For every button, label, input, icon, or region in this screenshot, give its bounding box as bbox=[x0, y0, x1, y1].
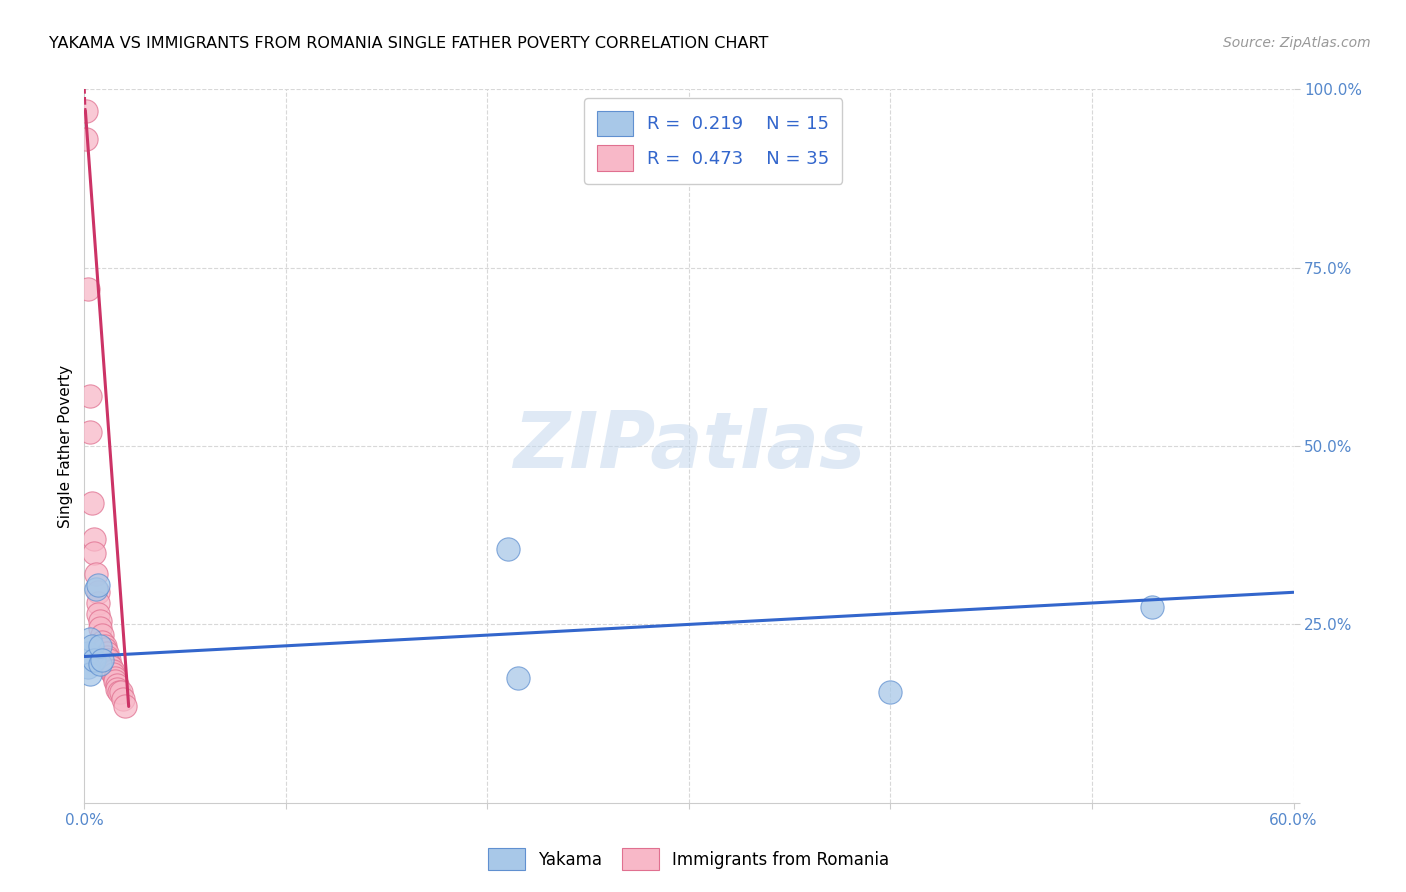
Point bbox=[93, 642, 115, 657]
Point bbox=[111, 692, 134, 706]
Point bbox=[1142, 599, 1164, 614]
Point bbox=[83, 532, 105, 546]
Point bbox=[496, 542, 519, 557]
Point bbox=[91, 653, 114, 667]
Point bbox=[86, 582, 108, 596]
Point bbox=[75, 132, 97, 146]
Point bbox=[89, 614, 111, 628]
Point bbox=[79, 632, 101, 646]
Point bbox=[87, 607, 110, 621]
Point bbox=[105, 678, 128, 692]
Point bbox=[77, 660, 100, 674]
Text: ZIPatlas: ZIPatlas bbox=[513, 408, 865, 484]
Y-axis label: Single Father Poverty: Single Father Poverty bbox=[58, 365, 73, 527]
Point bbox=[114, 699, 136, 714]
Point bbox=[79, 667, 101, 681]
Point bbox=[104, 671, 127, 685]
Point bbox=[101, 667, 124, 681]
Point bbox=[101, 664, 124, 678]
Point bbox=[89, 621, 111, 635]
Point bbox=[96, 646, 118, 660]
Point bbox=[97, 653, 120, 667]
Point bbox=[91, 628, 114, 642]
Point bbox=[87, 596, 110, 610]
Point bbox=[97, 657, 120, 671]
Point bbox=[86, 567, 108, 582]
Point bbox=[89, 639, 111, 653]
Point bbox=[506, 671, 529, 685]
Point bbox=[110, 685, 132, 699]
Point bbox=[91, 635, 114, 649]
Point bbox=[75, 103, 97, 118]
Point bbox=[879, 685, 901, 699]
Point bbox=[79, 389, 101, 403]
Point bbox=[87, 578, 110, 592]
Point bbox=[77, 646, 100, 660]
Point bbox=[96, 649, 118, 664]
Point bbox=[93, 639, 115, 653]
Point bbox=[79, 425, 101, 439]
Point bbox=[89, 657, 111, 671]
Legend: Yakama, Immigrants from Romania: Yakama, Immigrants from Romania bbox=[482, 842, 896, 877]
Point bbox=[87, 585, 110, 599]
Text: YAKAMA VS IMMIGRANTS FROM ROMANIA SINGLE FATHER POVERTY CORRELATION CHART: YAKAMA VS IMMIGRANTS FROM ROMANIA SINGLE… bbox=[49, 36, 769, 51]
Point bbox=[96, 653, 118, 667]
Point bbox=[107, 685, 129, 699]
Point bbox=[100, 660, 122, 674]
Point bbox=[83, 546, 105, 560]
Point bbox=[100, 664, 122, 678]
Point bbox=[104, 674, 127, 689]
Point bbox=[83, 653, 105, 667]
Point bbox=[82, 496, 104, 510]
Point bbox=[105, 681, 128, 696]
Point bbox=[82, 639, 104, 653]
Point bbox=[77, 282, 100, 296]
Text: Source: ZipAtlas.com: Source: ZipAtlas.com bbox=[1223, 36, 1371, 50]
